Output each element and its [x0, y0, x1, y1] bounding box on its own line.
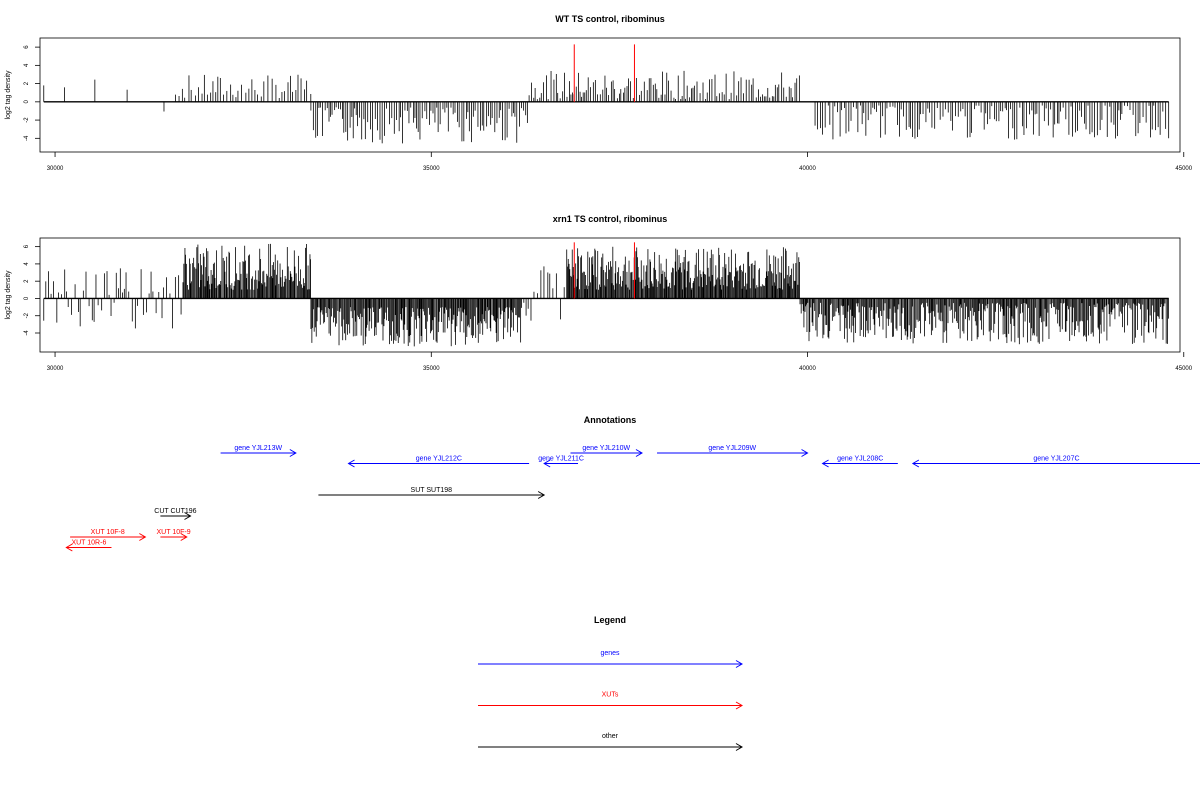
wt-density-panel: WT TS control, ribominus log2 tag density…	[5, 14, 1193, 172]
feature-label: XUT 10F-8	[91, 529, 125, 536]
legend-item-label: XUTs	[602, 692, 619, 699]
feature-arrowhead	[537, 491, 546, 499]
annotation-feature: CUT CUT196	[154, 508, 197, 520]
annotation-feature: gene YJL212C	[347, 456, 530, 468]
feature-label: XUT 10R-6	[71, 540, 106, 547]
chart-title: xrn1 TS control, ribominus	[553, 214, 668, 224]
legend-item-label: genes	[600, 650, 620, 657]
plot-frame	[39, 237, 1181, 353]
feature-arrowhead	[543, 459, 551, 468]
feature-label: gene YJL212C	[416, 456, 462, 463]
feature-label: XUT 10F-9	[157, 529, 191, 536]
feature-label: CUT CUT196	[154, 508, 196, 515]
x-tick-label: 30000	[47, 366, 64, 372]
legend-item: other	[478, 733, 743, 751]
annotation-feature: XUT 10F-8	[70, 529, 147, 541]
y-axis-label: log2 tag density	[5, 70, 12, 120]
annotations-panel: Annotations gene YJL213W gene YJL212C gene …	[65, 415, 1200, 552]
plot-frame	[39, 37, 1181, 153]
y-tick-label: 6	[24, 244, 30, 248]
annotation-feature: XUT 10F-9	[157, 529, 191, 541]
x-tick-label: 35000	[423, 166, 440, 172]
x-tick-label: 45000	[1175, 166, 1192, 172]
annotation-feature: gene YJL213W	[220, 445, 297, 457]
y-tick-label: 0	[24, 296, 30, 300]
legend-arrowhead	[735, 660, 743, 668]
feature-arrowhead	[911, 459, 920, 468]
y-tick-label: 4	[24, 63, 30, 67]
legend-item: XUTs	[478, 692, 743, 710]
annotation-feature: XUT 10R-6	[65, 540, 112, 552]
feature-label: gene YJL211C	[538, 456, 584, 463]
y-tick-label: 4	[24, 262, 30, 266]
feature-label: gene YJL208C	[837, 456, 883, 463]
feature-arrowhead	[139, 533, 147, 541]
y-tick-label: 2	[24, 279, 30, 283]
feature-arrowhead	[635, 449, 643, 457]
feature-label: gene YJL207C	[1033, 456, 1079, 463]
x-tick-label: 30000	[47, 166, 64, 172]
feature-label: gene YJL209W	[708, 445, 756, 452]
feature-arrowhead	[821, 459, 829, 468]
y-tick-label: -2	[24, 312, 30, 318]
annotation-feature: gene YJL211C	[538, 456, 584, 468]
annotation-feature: gene YJL210W	[570, 445, 643, 457]
feature-label: gene YJL210W	[582, 445, 630, 452]
y-tick-label: 6	[24, 45, 30, 49]
y-tick-label: -4	[24, 330, 30, 336]
feature-label: gene YJL213W	[234, 445, 282, 452]
annotation-feature: gene YJL209W	[657, 445, 809, 457]
xrn1-density-panel: xrn1 TS control, ribominus log2 tag densi…	[5, 214, 1193, 372]
x-tick-label: 35000	[423, 366, 440, 372]
feature-arrowhead	[180, 533, 188, 541]
feature-label: SUT SUT198	[411, 487, 453, 494]
feature-arrowhead	[347, 459, 355, 468]
annotation-feature: gene YJL207C	[911, 456, 1200, 468]
annotation-feature: gene YJL208C	[821, 456, 898, 468]
legend-item-label: other	[602, 733, 619, 740]
feature-arrowhead	[289, 449, 297, 457]
y-tick-label: 2	[24, 81, 30, 85]
y-tick-label: -2	[24, 117, 30, 123]
y-tick-label: 0	[24, 100, 30, 104]
feature-arrowhead	[184, 512, 192, 520]
feature-arrowhead	[65, 543, 73, 552]
feature-arrowhead	[801, 449, 809, 457]
legend-panel: Legend genes XUTs other	[478, 615, 743, 751]
x-tick-label: 45000	[1175, 366, 1192, 372]
legend-arrowhead	[735, 743, 743, 751]
x-tick-label: 40000	[799, 166, 816, 172]
legend-title: Legend	[594, 615, 626, 625]
legend-item: genes	[478, 650, 743, 668]
annotation-feature: SUT SUT198	[318, 487, 546, 499]
legend-arrowhead	[735, 701, 743, 710]
chart-title: WT TS control, ribominus	[555, 14, 665, 24]
x-tick-label: 40000	[799, 366, 816, 372]
y-axis-label: log2 tag density	[5, 270, 12, 320]
y-tick-label: -4	[24, 135, 30, 141]
annotations-title: Annotations	[584, 415, 637, 425]
